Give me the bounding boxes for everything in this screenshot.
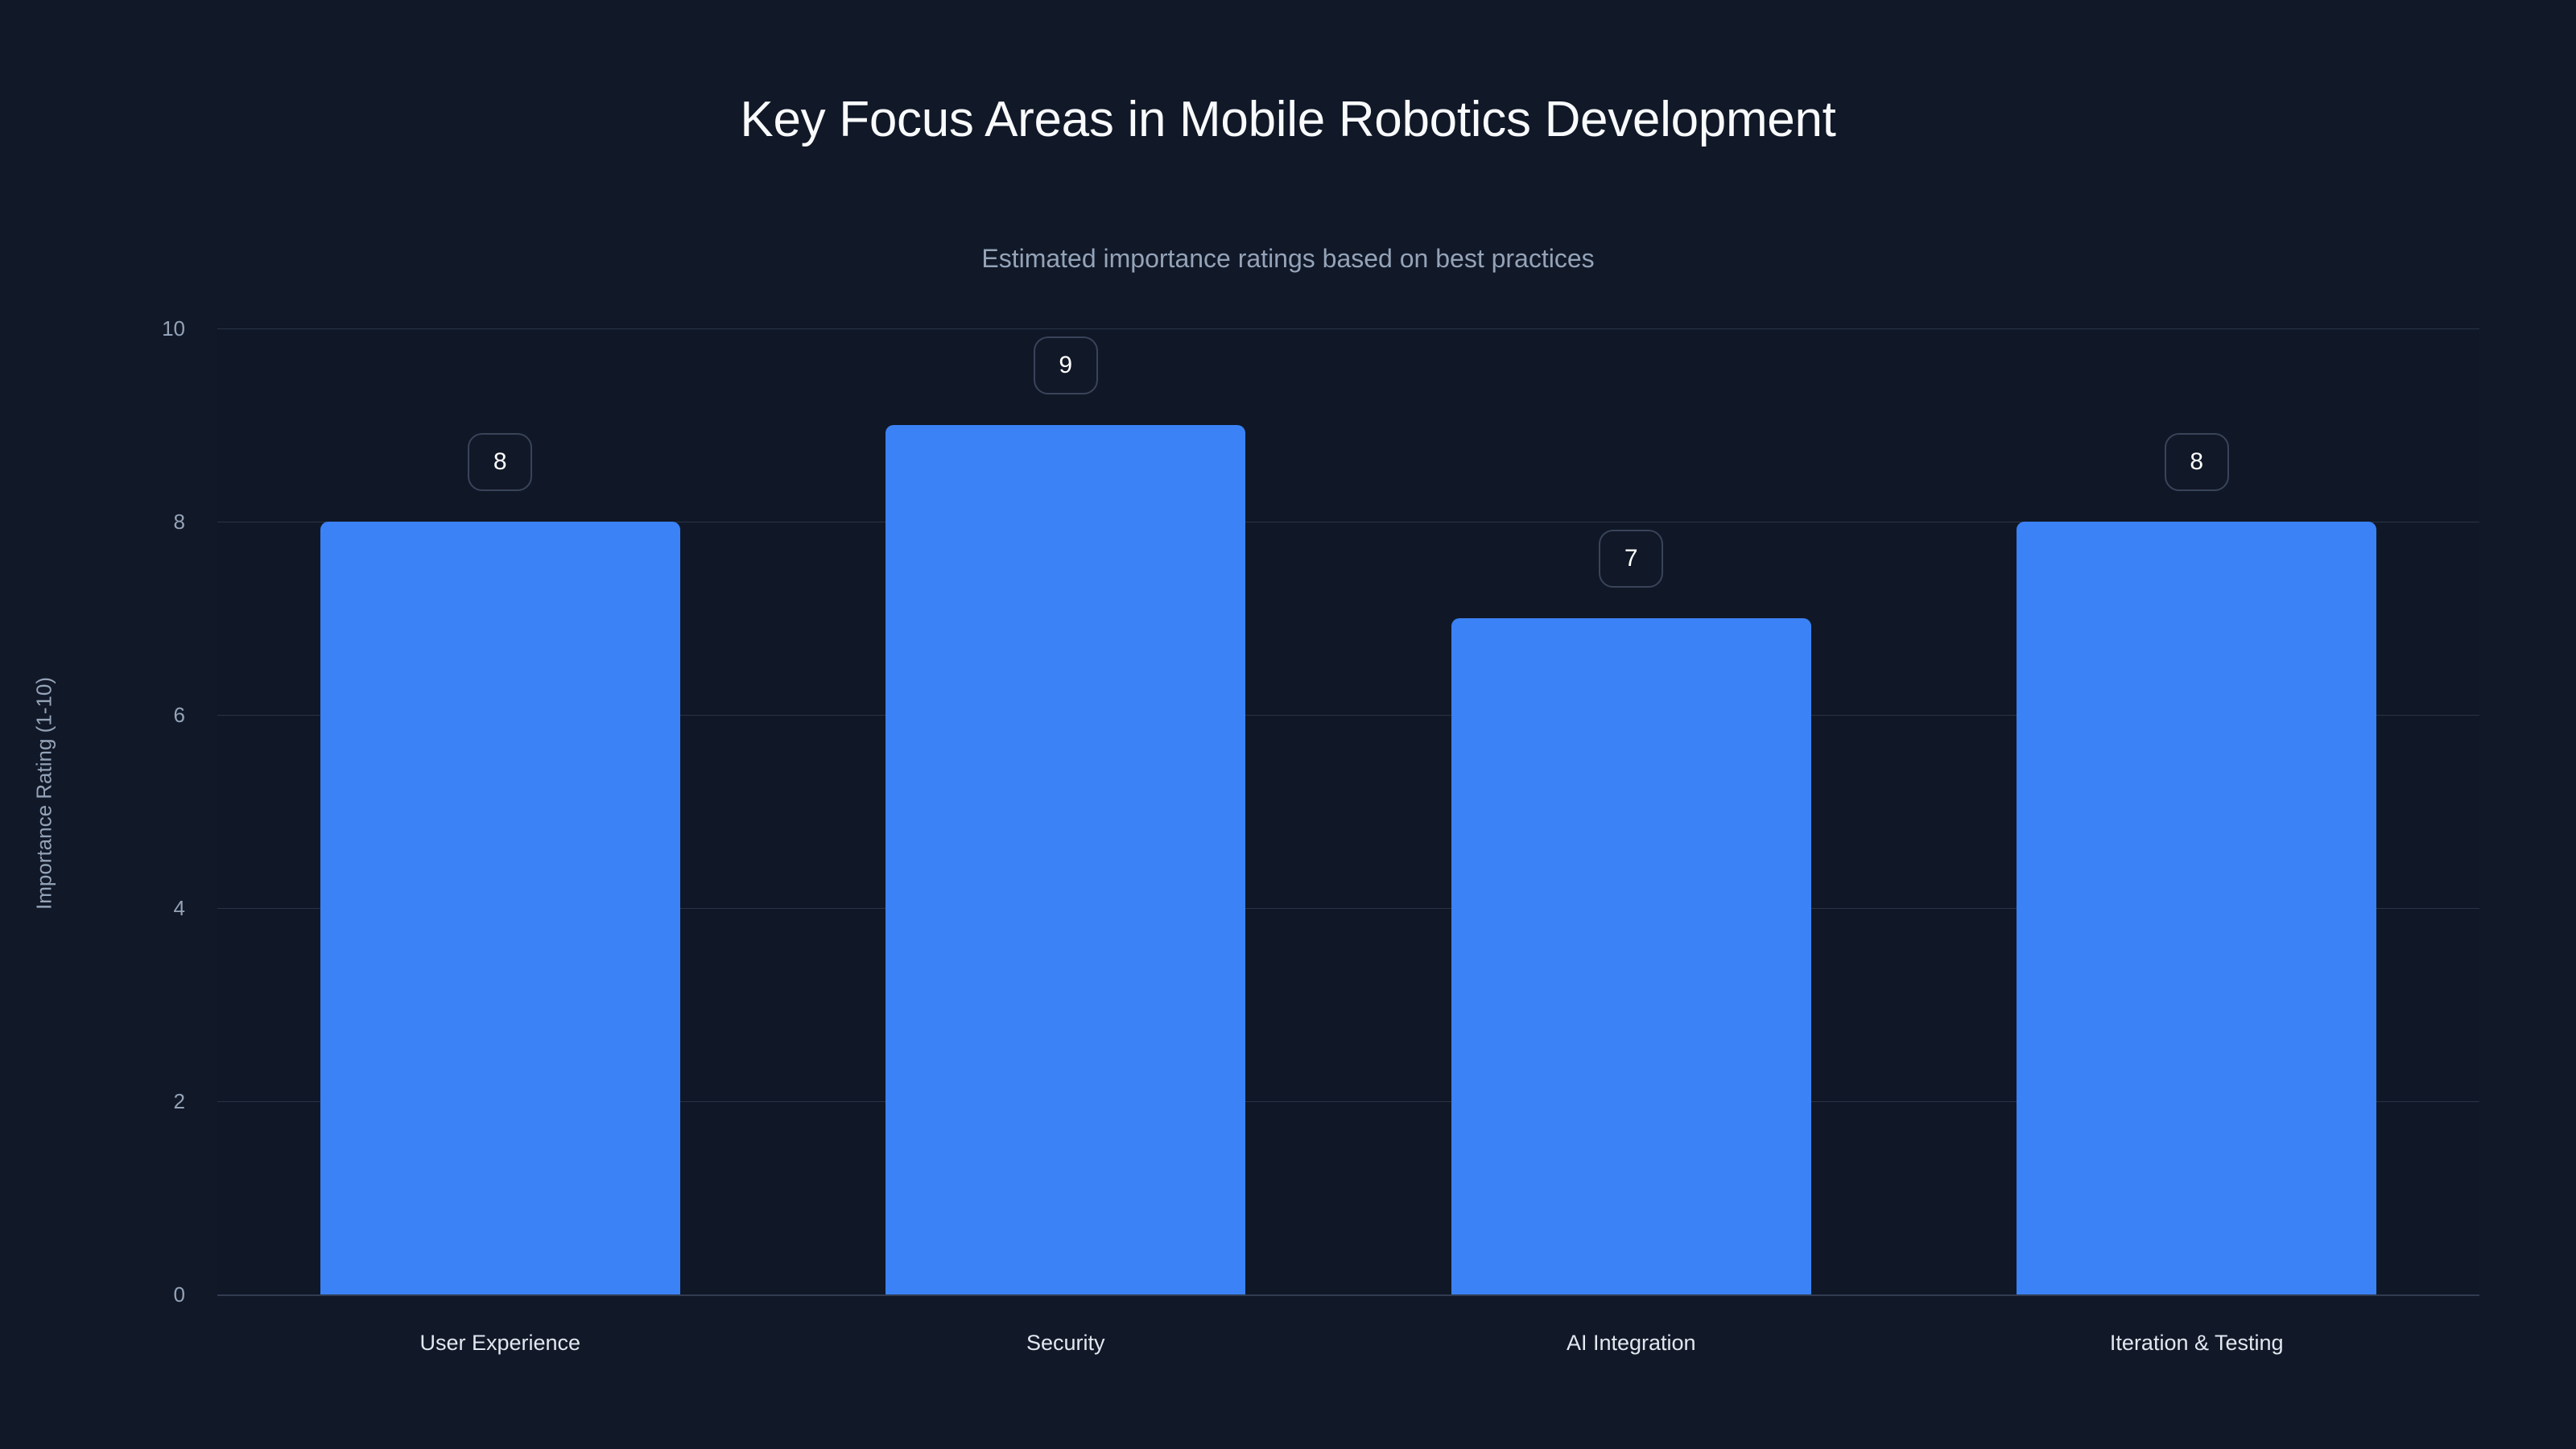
bar-value-label: 9 xyxy=(1033,336,1098,394)
y-tick-label: 6 xyxy=(173,703,185,727)
bar-value-label: 7 xyxy=(1599,530,1664,588)
y-tick-label: 0 xyxy=(173,1282,185,1307)
bar[interactable] xyxy=(886,425,1246,1294)
x-tick-label: Security xyxy=(1026,1331,1105,1355)
bar[interactable] xyxy=(2017,522,2377,1294)
y-tick-label: 2 xyxy=(173,1089,185,1113)
x-tick-label: Iteration & Testing xyxy=(2109,1331,2284,1355)
y-tick-label: 10 xyxy=(162,316,185,341)
bar-value-label: 8 xyxy=(2164,433,2229,491)
plot-area xyxy=(217,328,2479,1295)
gridline xyxy=(217,1101,2479,1102)
bar[interactable] xyxy=(320,522,680,1294)
bar[interactable] xyxy=(1451,618,1811,1294)
y-axis-title: Importance Rating (1-10) xyxy=(31,676,56,910)
bar-value-label: 8 xyxy=(468,433,533,491)
axis-baseline xyxy=(217,1294,2479,1296)
chart-subtitle: Estimated importance ratings based on be… xyxy=(981,244,1595,273)
gridline xyxy=(217,908,2479,909)
y-tick-label: 4 xyxy=(173,896,185,920)
x-tick-label: User Experience xyxy=(419,1331,581,1355)
chart-title: Key Focus Areas in Mobile Robotics Devel… xyxy=(740,92,1836,147)
gridline xyxy=(217,328,2479,329)
x-tick-label: AI Integration xyxy=(1566,1331,1696,1355)
gridline xyxy=(217,715,2479,716)
y-tick-label: 8 xyxy=(173,510,185,534)
